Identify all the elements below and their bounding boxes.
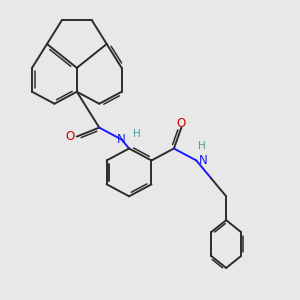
Text: O: O — [66, 130, 75, 143]
Text: H: H — [198, 140, 206, 151]
Text: N: N — [117, 133, 126, 146]
Text: O: O — [177, 117, 186, 130]
Text: H: H — [133, 129, 140, 139]
Text: N: N — [200, 154, 208, 167]
